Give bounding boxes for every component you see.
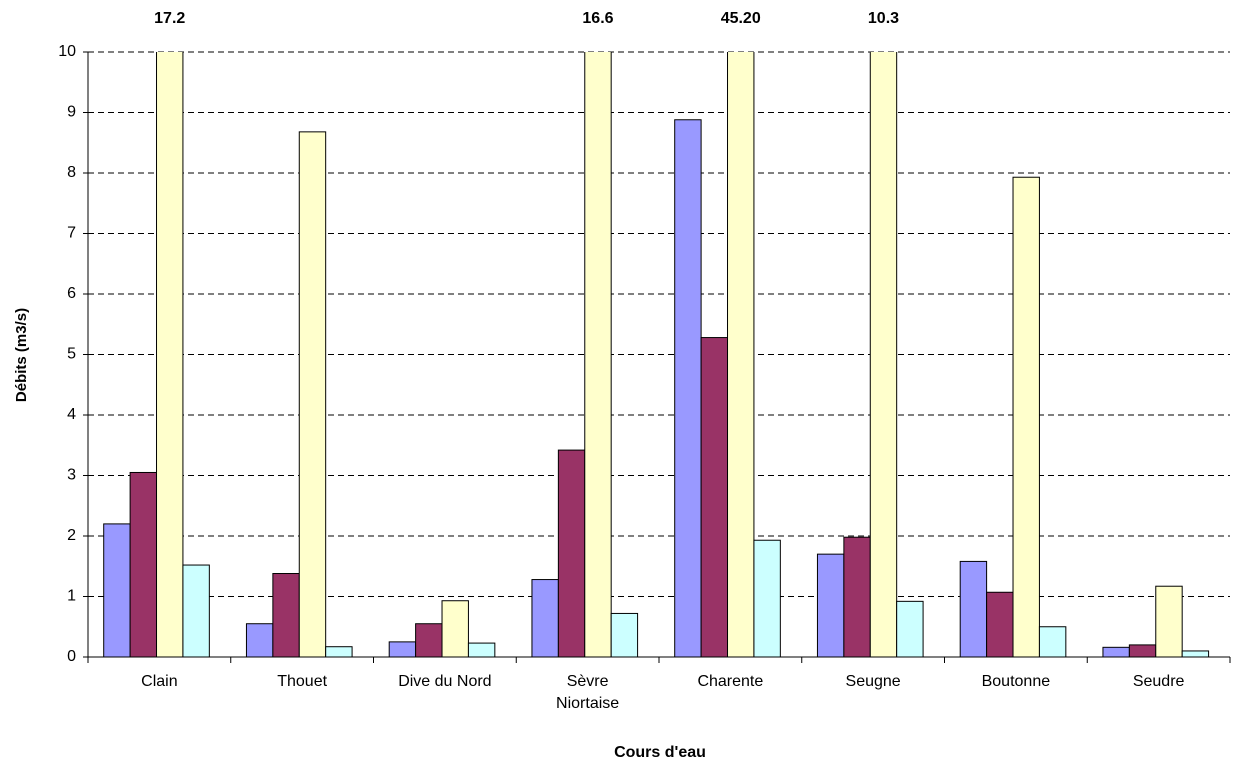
y-tick-label: 6 bbox=[67, 285, 76, 302]
x-tick-label: Thouet bbox=[277, 673, 328, 690]
bar bbox=[1155, 585, 1183, 658]
value-label: 17.2 bbox=[154, 10, 185, 27]
bar bbox=[869, 52, 898, 658]
value-label: 45.20 bbox=[721, 10, 761, 27]
bar bbox=[325, 646, 353, 658]
x-tick-label: Sèvre Niortaise bbox=[556, 673, 620, 712]
y-tick-label: 5 bbox=[67, 346, 76, 363]
x-axis-title: Cours d'eau bbox=[614, 744, 706, 761]
bar bbox=[753, 539, 781, 658]
y-tick-label: 7 bbox=[67, 225, 76, 242]
bar bbox=[1181, 650, 1210, 658]
bar bbox=[959, 560, 988, 658]
value-label: 10.3 bbox=[868, 10, 899, 27]
y-tick-label: 1 bbox=[67, 588, 76, 605]
bar bbox=[156, 52, 184, 658]
bar bbox=[700, 337, 729, 658]
bar bbox=[1128, 644, 1157, 658]
bar bbox=[843, 536, 871, 658]
y-tick-label: 4 bbox=[67, 406, 76, 423]
bar bbox=[388, 641, 417, 658]
bar bbox=[557, 449, 586, 658]
bar bbox=[1038, 626, 1067, 658]
bar bbox=[1012, 176, 1040, 658]
y-tick-label: 3 bbox=[67, 467, 76, 484]
x-tick-label: Charente bbox=[697, 673, 764, 690]
bar bbox=[129, 471, 158, 658]
bar bbox=[245, 623, 274, 658]
bar bbox=[298, 131, 327, 658]
bar bbox=[272, 573, 300, 658]
bar bbox=[896, 600, 924, 658]
y-tick-label: 8 bbox=[67, 164, 76, 181]
y-tick-label: 0 bbox=[67, 648, 76, 665]
bar bbox=[531, 579, 559, 658]
y-tick-label: 10 bbox=[58, 43, 76, 60]
y-axis-title: Débits (m3/s) bbox=[13, 308, 30, 402]
bar bbox=[467, 642, 496, 658]
y-tick-label: 9 bbox=[67, 104, 76, 121]
bar bbox=[1102, 646, 1130, 658]
bar bbox=[584, 52, 612, 658]
bar bbox=[182, 564, 210, 658]
value-label: 16.6 bbox=[582, 10, 613, 27]
x-tick-label: Dive du Nord bbox=[398, 673, 492, 690]
x-tick-label: Seudre bbox=[1132, 673, 1185, 690]
bar bbox=[103, 523, 131, 658]
y-tick-label: 2 bbox=[67, 527, 76, 544]
x-tick-label: Boutonne bbox=[981, 673, 1051, 690]
bar bbox=[727, 52, 755, 658]
x-tick-label: Seugne bbox=[845, 673, 901, 690]
bar bbox=[415, 623, 443, 658]
bar bbox=[986, 591, 1014, 658]
bar bbox=[610, 612, 639, 658]
bars bbox=[103, 52, 1210, 658]
bar bbox=[816, 553, 845, 658]
x-tick-label: Clain bbox=[141, 673, 178, 690]
bar bbox=[674, 119, 702, 658]
bar bbox=[441, 600, 469, 658]
